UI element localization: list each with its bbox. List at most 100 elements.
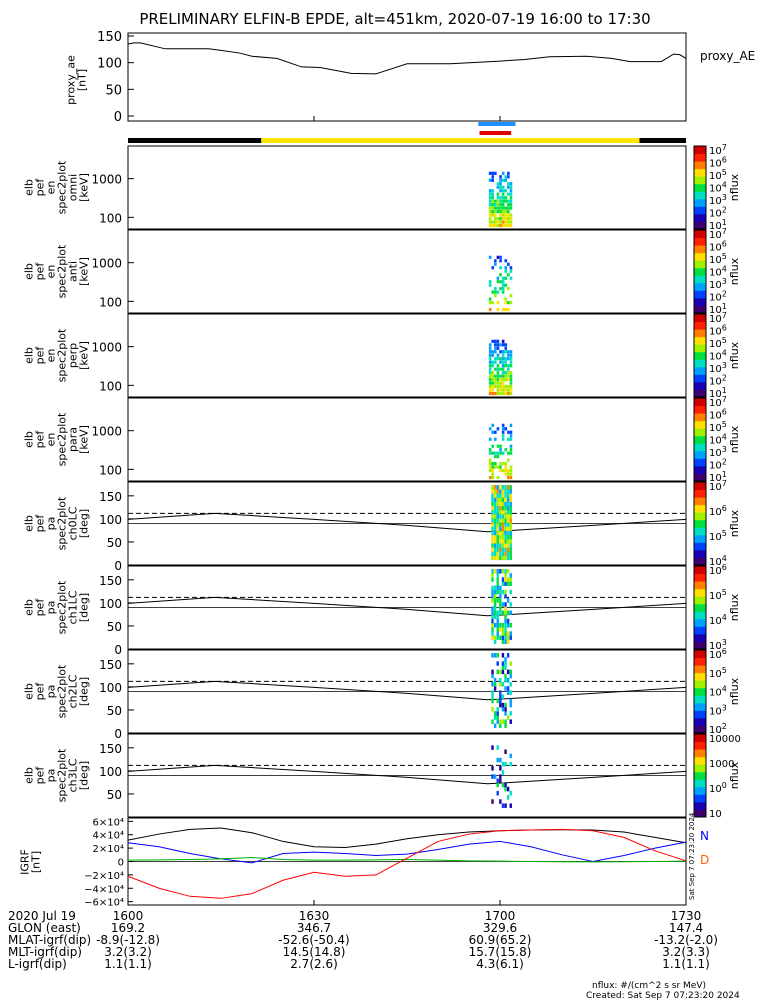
spec-cell	[496, 371, 500, 375]
spec-cell	[494, 451, 497, 455]
pa-cell	[493, 593, 497, 599]
spec-cell	[491, 353, 495, 357]
pa-cell	[499, 606, 502, 611]
spec-cell	[507, 192, 510, 196]
spec-cell	[491, 206, 495, 210]
spec-cell	[501, 192, 505, 196]
pa-cell	[499, 485, 502, 490]
pa-cell	[496, 497, 499, 502]
spec-colorbar-3-swatch	[694, 458, 706, 467]
igrf-ytick-label: −6×10⁴	[84, 898, 124, 909]
pa-colorbar-1-swatch	[694, 626, 706, 635]
spec-cell	[509, 391, 513, 396]
pa-cell	[493, 489, 497, 494]
spec-cell	[504, 350, 508, 354]
pa-cell	[496, 778, 499, 784]
pa-colorbar-1-tick: 106	[709, 563, 727, 577]
pa-cell	[496, 547, 499, 552]
spec-cell	[501, 388, 505, 392]
spec-cell	[491, 189, 495, 193]
spec-ylabel-line: en	[45, 181, 58, 195]
spec-colorbar-3-swatch	[694, 465, 706, 474]
pa-cell	[491, 501, 494, 507]
pa-cell	[499, 551, 502, 556]
pa-cell	[491, 618, 494, 624]
spec-cell	[499, 266, 502, 270]
pa-cell	[491, 745, 494, 750]
pa-cell	[491, 627, 494, 632]
pa-cell	[501, 770, 505, 775]
pa-cell	[509, 509, 512, 515]
spec-cell	[499, 287, 502, 291]
pa-colorbar-3-swatch	[694, 779, 706, 788]
pa-ytick-label: 50	[107, 620, 122, 634]
pa-cell	[491, 577, 494, 582]
spec-colorbar-1-swatch	[694, 245, 706, 254]
pa-cell	[506, 489, 510, 494]
pa-cell	[496, 555, 499, 561]
spec-cell	[507, 437, 510, 441]
pa-cell	[493, 518, 497, 523]
spec-cell	[507, 350, 510, 354]
pa-colorbar-3-tick: 10	[709, 809, 722, 820]
pa-cell	[509, 635, 512, 640]
pa-cell	[499, 799, 502, 804]
spec-cell	[507, 374, 510, 378]
pa-cell	[506, 526, 510, 532]
spec-cell	[494, 210, 497, 214]
pa-cell	[509, 547, 512, 552]
spec-ylabel-line: spec2plot	[56, 412, 69, 466]
spec-cell	[499, 381, 502, 385]
pa-colorbar-2-tick: 106	[709, 647, 727, 661]
spec-cell	[509, 357, 513, 361]
spec-cell	[488, 448, 492, 452]
spec-cell	[499, 255, 502, 259]
pa-cell	[496, 577, 499, 582]
spec-frame-0	[127, 145, 687, 230]
spec-cell	[504, 384, 508, 389]
pa-ylabel-line: pa	[45, 685, 58, 699]
pa-cell	[504, 622, 507, 628]
indicator-segment-black	[128, 138, 262, 143]
pa-cell	[504, 577, 507, 582]
spec-ylabel-line: [keV]	[78, 425, 91, 454]
pa-colorbar-3-tick: 10000	[709, 734, 741, 745]
spec-cell	[501, 343, 505, 347]
pa-cell	[493, 547, 497, 552]
pa-cell	[509, 534, 512, 540]
spec-cell	[504, 391, 508, 396]
pa-cell	[506, 610, 510, 616]
spec-cell	[488, 451, 492, 455]
footer-value: 14.5(14.8)	[283, 945, 346, 959]
spec-cell	[509, 437, 513, 441]
pa-cell	[501, 522, 505, 527]
spec-cell	[496, 465, 500, 469]
spec-ylabel-line: spec2plot	[56, 328, 69, 382]
spec-cell	[494, 384, 497, 389]
pa-cell	[496, 598, 499, 603]
spec-cell	[499, 280, 502, 284]
pa-cell	[501, 497, 505, 502]
spec-frame-2	[127, 313, 687, 398]
pa-cell	[509, 493, 512, 498]
spec-cell	[499, 182, 502, 186]
pa-cell	[501, 610, 505, 616]
spec-colorbar-0-tick: 103	[709, 193, 727, 207]
pa-colorbar-2-frame	[693, 649, 707, 734]
pa-cell	[501, 627, 505, 632]
pa-cell	[501, 485, 505, 490]
spec-cell	[488, 374, 492, 378]
pa-cell	[499, 530, 502, 536]
pa-cell	[491, 694, 494, 700]
pa-cell	[491, 673, 494, 679]
pa-colorbar-2-swatch	[694, 725, 706, 734]
spec-cell	[507, 353, 510, 357]
spec-cell	[488, 364, 492, 368]
pa-cell	[491, 653, 494, 658]
spec-cell	[504, 175, 508, 179]
pa-cell	[504, 543, 507, 548]
spec-cell	[488, 458, 492, 462]
pa-cell	[491, 766, 494, 771]
spec-colorbar-2-swatch	[694, 389, 706, 398]
pa-cell	[506, 551, 510, 556]
